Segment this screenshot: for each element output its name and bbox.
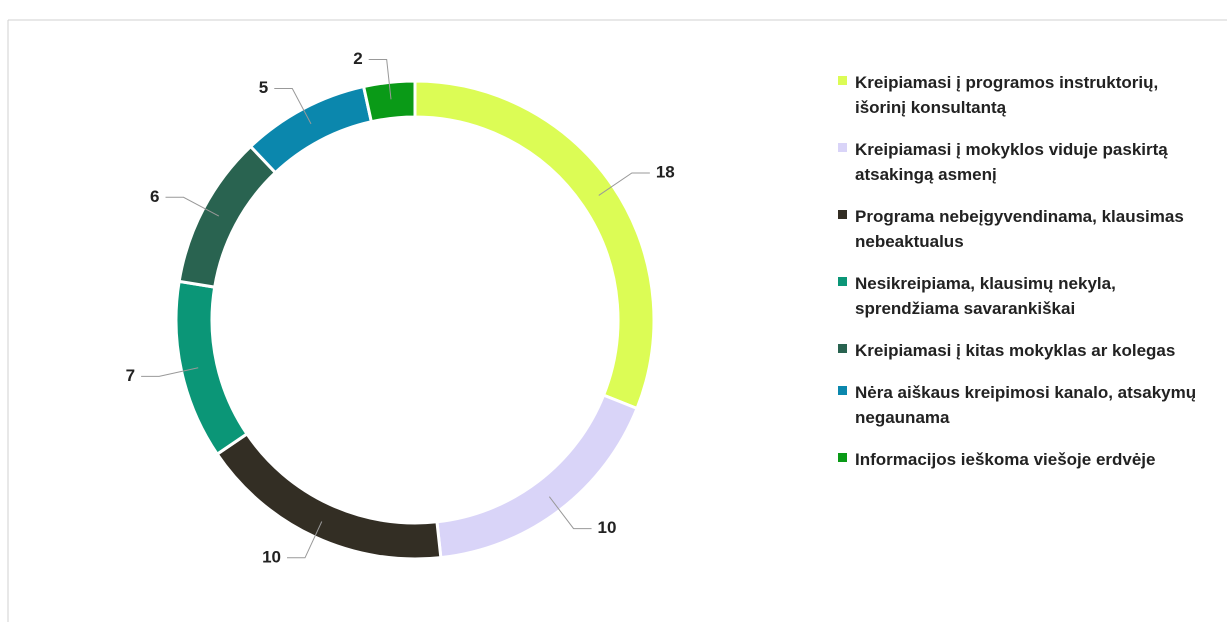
leader-line	[274, 88, 312, 125]
legend-marker	[838, 386, 847, 395]
legend-label: Informacijos ieškoma viešoje erdvėje	[855, 450, 1156, 469]
legend-marker	[838, 453, 847, 462]
data-label: 5	[259, 78, 268, 97]
leader-line	[368, 59, 392, 100]
legend-label: Kreipiamasi į programos instruktorių, iš…	[855, 73, 1159, 117]
leader-line	[141, 367, 199, 377]
data-label: 10	[598, 518, 617, 537]
donut-slice	[215, 431, 443, 561]
legend-item: Kreipiamasi į programos instruktorių, iš…	[838, 70, 1208, 120]
legend-marker	[838, 277, 847, 286]
donut-slice	[174, 279, 250, 457]
leader-line	[598, 172, 650, 196]
legend-label: Kreipiamasi į kitas mokyklas ar kolegas	[855, 341, 1176, 360]
data-label: 10	[262, 547, 281, 566]
donut-slice	[413, 79, 656, 411]
data-label: 2	[353, 49, 362, 68]
legend-label: Kreipiamasi į mokyklos viduje paskirtą a…	[855, 140, 1168, 184]
legend: Kreipiamasi į programos instruktorių, iš…	[838, 70, 1208, 489]
legend-item: Nesikreipiama, klausimų nekyla, sprendži…	[838, 271, 1208, 321]
legend-label: Programa nebeįgyvendinama, klausimas neb…	[855, 207, 1184, 251]
data-label: 7	[126, 366, 135, 385]
leader-line	[548, 496, 592, 530]
legend-label: Nesikreipiama, klausimų nekyla, sprendži…	[855, 274, 1116, 318]
legend-marker	[838, 76, 847, 85]
data-label: 6	[150, 187, 159, 206]
donut-slice	[177, 144, 278, 289]
legend-item: Kreipiamasi į mokyklos viduje paskirtą a…	[838, 137, 1208, 187]
legend-item: Kreipiamasi į kitas mokyklas ar kolegas	[838, 338, 1208, 363]
leader-line	[165, 196, 220, 217]
donut-slice	[248, 84, 374, 175]
donut-slice	[361, 79, 417, 124]
legend-label: Nėra aiškaus kreipimosi kanalo, atsakymų…	[855, 383, 1197, 427]
legend-item: Nėra aiškaus kreipimosi kanalo, atsakymų…	[838, 380, 1208, 430]
legend-item: Programa nebeįgyvendinama, klausimas neb…	[838, 204, 1208, 254]
data-label: 18	[656, 162, 675, 181]
legend-marker	[838, 344, 847, 353]
leader-line	[286, 521, 323, 559]
legend-marker	[838, 210, 847, 219]
legend-marker	[838, 143, 847, 152]
legend-item: Informacijos ieškoma viešoje erdvėje	[838, 447, 1208, 472]
